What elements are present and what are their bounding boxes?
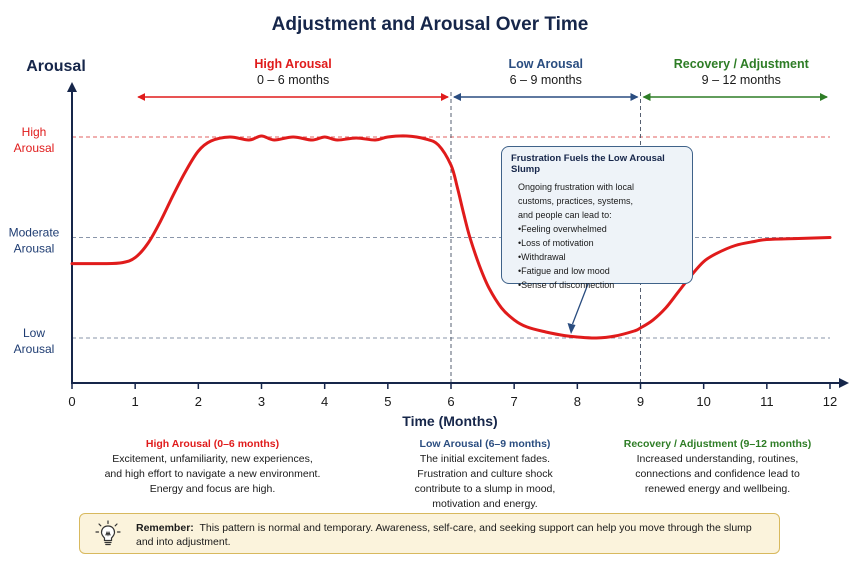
reference-lines — [72, 92, 830, 383]
y-level-label: Arousal — [14, 342, 55, 356]
phase-range: 0 – 6 months — [257, 73, 329, 87]
remember-note: Remember: This pattern is normal and tem… — [79, 513, 780, 554]
remember-text: Remember: This pattern is normal and tem… — [136, 521, 766, 549]
series — [70, 134, 832, 340]
y-axis-label: Arousal — [26, 58, 86, 75]
y-level-label: Moderate — [9, 226, 60, 240]
x-tick-label: 8 — [574, 394, 581, 409]
annotation-intro-line: and people can lead to: — [518, 210, 612, 220]
description-low-arousal: Low Arousal (6–9 months) The initial exc… — [385, 437, 585, 512]
remember-label: Remember: — [136, 522, 194, 534]
description-line: connections and confidence lead to — [635, 468, 800, 480]
description-title: High Arousal (0–6 months) — [145, 438, 280, 450]
phase-name: High Arousal — [254, 57, 331, 71]
description-line: and high effort to navigate a new enviro… — [104, 468, 321, 480]
x-tick-label: 12 — [823, 394, 837, 409]
phase-name: Low Arousal — [508, 57, 583, 71]
y-level-label: High — [22, 125, 47, 139]
x-tick-label: 6 — [447, 394, 454, 409]
phase-range: 6 – 9 months — [510, 73, 582, 87]
phase-range: 9 – 12 months — [702, 73, 781, 87]
phase-spans: High Arousal 0 – 6 months Low Arousal 6 – 9… — [137, 57, 828, 101]
annotation-list: Feeling overwhelmed Loss of motivation W… — [511, 222, 684, 292]
axes — [67, 82, 849, 388]
x-tick-label: 3 — [258, 394, 265, 409]
annotation-list-item: Feeling overwhelmed — [518, 222, 684, 236]
annotation-intro-line: Ongoing frustration with local — [518, 182, 635, 192]
description-line: Excitement, unfamiliarity, new experienc… — [112, 453, 313, 465]
x-tick-label: 11 — [760, 394, 774, 409]
annotation-list-item: Loss of motivation — [518, 236, 684, 250]
annotation-callout: Frustration Fuels the Low Arousal Slump … — [501, 146, 693, 290]
y-level-label: Arousal — [14, 141, 55, 155]
annotation-list-item: Sense of disconnection — [518, 278, 684, 292]
x-tick-label: 0 — [68, 394, 75, 409]
description-line: renewed energy and wellbeing. — [644, 483, 791, 495]
x-ticks: 0 1 2 3 4 5 6 7 8 9 10 11 12 — [68, 383, 837, 409]
description-line: Frustration and culture shock — [417, 468, 553, 480]
phase-name: Recovery / Adjustment — [674, 57, 810, 71]
description-recovery: Recovery / Adjustment (9–12 months) Incr… — [600, 437, 835, 497]
arousal-curve — [70, 134, 832, 340]
y-level-label: Low — [23, 326, 45, 340]
description-line: motivation and energy. — [432, 498, 538, 510]
annotation-title: Frustration Fuels the Low Arousal Slump — [511, 153, 665, 175]
x-tick-label: 10 — [696, 394, 710, 409]
description-title: Recovery / Adjustment (9–12 months) — [623, 438, 812, 450]
y-level-label: Arousal — [14, 242, 55, 256]
x-tick-label: 9 — [637, 394, 644, 409]
x-tick-label: 2 — [195, 394, 202, 409]
annotation-list-item: Fatigue and low mood — [518, 264, 684, 278]
x-tick-label: 7 — [511, 394, 518, 409]
x-tick-label: 1 — [132, 394, 139, 409]
description-line: Increased understanding, routines, — [636, 453, 799, 465]
x-tick-label: 5 — [384, 394, 391, 409]
description-high-arousal: High Arousal (0–6 months) Excitement, un… — [80, 437, 345, 497]
y-levels: Low Arousal Moderate Arousal High Arousal — [9, 125, 60, 356]
pointer-arrowhead — [567, 322, 576, 334]
annotation-list-item: Withdrawal — [518, 250, 684, 264]
x-tick-label: 4 — [321, 394, 328, 409]
annotation-intro-line: customs, practices, systems, — [518, 196, 634, 206]
lightbulb-icon — [95, 520, 121, 546]
description-line: The initial excitement fades. — [419, 453, 551, 465]
chart-title: Adjustment and Arousal Over Time — [272, 14, 589, 35]
description-line: contribute to a slump in mood, — [414, 483, 556, 495]
description-line: Energy and focus are high. — [149, 483, 276, 495]
description-title: Low Arousal (6–9 months) — [419, 438, 551, 450]
x-axis-label: Time (Months) — [402, 413, 497, 429]
remember-message: This pattern is normal and temporary. Aw… — [136, 522, 752, 548]
